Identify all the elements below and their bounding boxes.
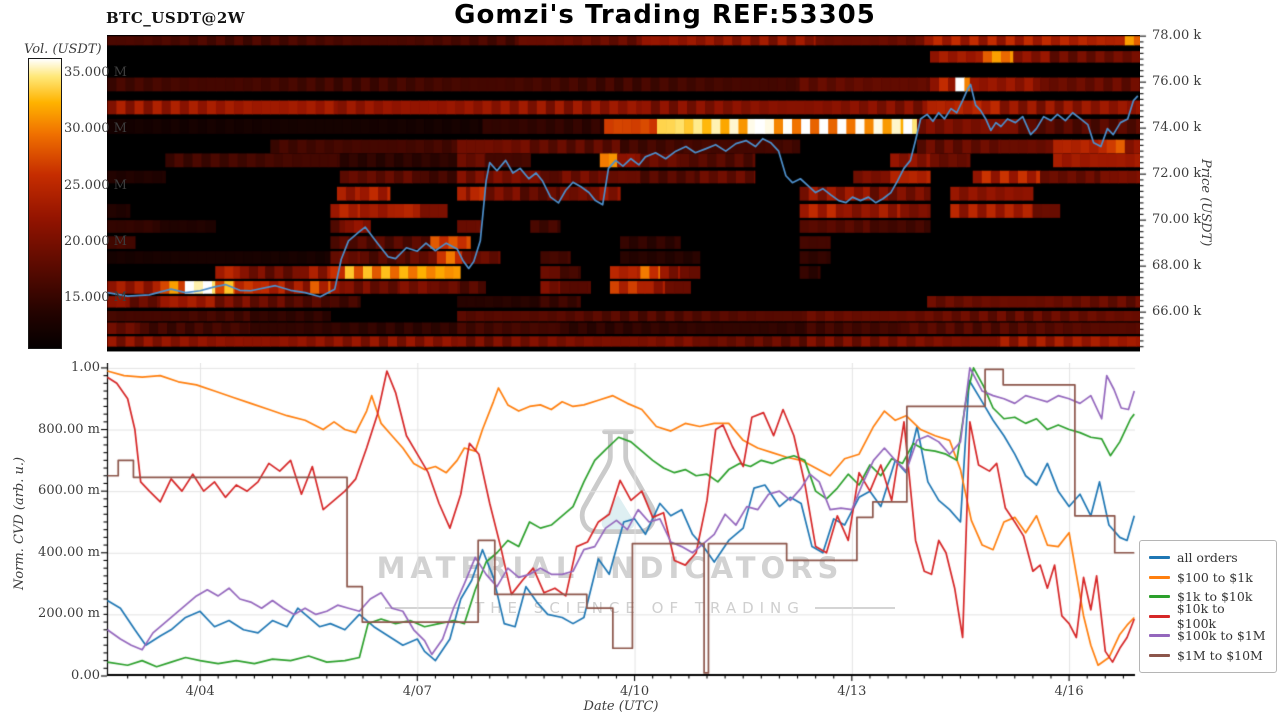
- legend-item: all orders: [1149, 548, 1267, 568]
- date-tick-label: 4/16: [1054, 684, 1084, 699]
- volume-colorbar: [28, 58, 62, 349]
- legend-line-swatch: [1149, 653, 1170, 657]
- cvd-tick-label: 400.00 m: [38, 544, 100, 560]
- price-tick-label: 76.00 k: [1152, 74, 1202, 90]
- price-tick-label: 72.00 k: [1152, 166, 1202, 182]
- price-axis-ticks: [1140, 28, 1150, 358]
- legend-line-swatch: [1149, 556, 1170, 560]
- date-tick-label: 4/13: [837, 684, 867, 699]
- cvd-tick-label: 600.00 m: [38, 483, 100, 499]
- legend-label: $100 to $1k: [1177, 569, 1253, 585]
- cvd-tick-label: 200.00 m: [38, 606, 100, 622]
- colorbar-tick-label: 20.000 M: [64, 234, 127, 249]
- date-tick-label: 4/07: [402, 684, 432, 699]
- cvd-line-chart[interactable]: [97, 363, 1138, 683]
- legend-item: $1M to $10M: [1149, 646, 1267, 666]
- instrument-label: BTC_USDT@2W: [106, 9, 246, 27]
- price-tick-label: 66.00 k: [1152, 304, 1202, 320]
- legend-line-swatch: [1149, 575, 1170, 579]
- price-tick-label: 74.00 k: [1152, 120, 1202, 136]
- legend-item: $100k to $1M: [1149, 626, 1267, 646]
- date-tick-label: 4/10: [619, 684, 650, 699]
- price-volume-heatmap[interactable]: [107, 35, 1140, 352]
- colorbar-tick-label: 25.000 M: [64, 177, 127, 193]
- date-tick-label: 4/04: [185, 684, 215, 699]
- legend-line-swatch: [1149, 614, 1170, 618]
- cvd-tick-label: 800.00 m: [38, 421, 100, 437]
- legend-label: $1k to $10k: [1177, 589, 1253, 605]
- legend-label: $10k to $100k: [1176, 601, 1225, 632]
- legend-label: $1M to $10M: [1177, 647, 1263, 663]
- legend-line-swatch: [1149, 595, 1170, 599]
- colorbar-tick-label: 35.000 M: [64, 64, 127, 80]
- date-axis-title: Date (UTC): [583, 699, 659, 714]
- page-title: Gomzi's Trading REF:53305: [454, 0, 876, 30]
- price-tick-label: 68.00 k: [1152, 258, 1202, 274]
- legend-line-swatch: [1149, 634, 1170, 638]
- legend-item: $10k to $100k: [1149, 601, 1267, 631]
- colorbar-tick-label: 30.000 M: [64, 121, 127, 137]
- price-tick-label: 78.00 k: [1152, 28, 1202, 44]
- colorbar-tick-label: 15.000 M: [64, 290, 127, 306]
- cvd-tick-label: 1.00: [71, 359, 100, 375]
- legend-item: $100 to $1k: [1149, 568, 1267, 588]
- price-tick-label: 70.00 k: [1152, 212, 1202, 228]
- price-axis-title: Price (USDT): [1198, 159, 1213, 247]
- cvd-tick-label: 0.00: [71, 668, 100, 683]
- legend-item: $1k to $10k: [1149, 587, 1267, 607]
- legend-label: all orders: [1177, 550, 1238, 566]
- colorbar-title: Vol. (USDT): [24, 42, 102, 57]
- series-legend: all orders $100 to $1k $1k to $10k $10k to …: [1139, 540, 1277, 673]
- cvd-axis-title: Norm. CVD (arb. u.): [12, 456, 27, 590]
- legend-label: $100k to $1M: [1177, 628, 1266, 644]
